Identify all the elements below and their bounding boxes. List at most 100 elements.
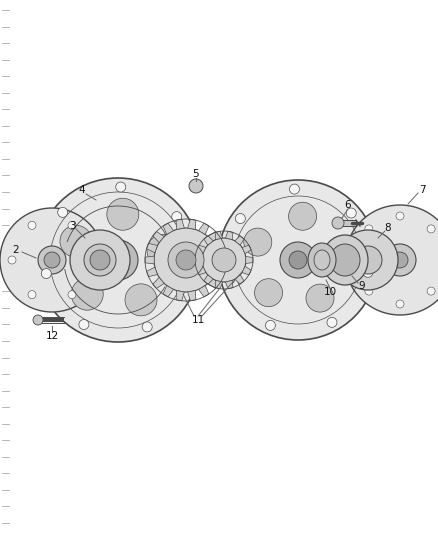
- Circle shape: [142, 322, 152, 332]
- Polygon shape: [207, 231, 219, 243]
- Circle shape: [218, 180, 377, 340]
- Circle shape: [79, 320, 88, 329]
- Text: 12: 12: [45, 331, 59, 341]
- Polygon shape: [198, 286, 208, 297]
- Circle shape: [288, 202, 316, 230]
- Circle shape: [353, 246, 381, 274]
- Circle shape: [426, 287, 434, 295]
- Circle shape: [171, 212, 181, 222]
- Circle shape: [288, 251, 306, 269]
- Circle shape: [235, 214, 245, 223]
- Polygon shape: [204, 236, 213, 245]
- Circle shape: [265, 320, 275, 330]
- Polygon shape: [152, 231, 164, 243]
- Circle shape: [60, 225, 92, 257]
- Circle shape: [154, 228, 218, 292]
- Circle shape: [362, 268, 372, 277]
- Circle shape: [168, 242, 204, 278]
- Circle shape: [212, 248, 236, 272]
- Circle shape: [125, 284, 157, 316]
- Polygon shape: [146, 267, 157, 277]
- Circle shape: [28, 221, 36, 229]
- Circle shape: [395, 300, 403, 308]
- Circle shape: [106, 198, 138, 230]
- Circle shape: [44, 252, 60, 268]
- Circle shape: [90, 250, 110, 270]
- Circle shape: [38, 246, 66, 274]
- Polygon shape: [162, 286, 173, 297]
- Circle shape: [326, 317, 336, 327]
- Polygon shape: [187, 290, 195, 301]
- Circle shape: [201, 238, 245, 282]
- Circle shape: [41, 269, 51, 279]
- Circle shape: [28, 290, 36, 298]
- Circle shape: [68, 290, 76, 298]
- Circle shape: [88, 256, 96, 264]
- Circle shape: [331, 217, 343, 229]
- Polygon shape: [214, 267, 225, 277]
- Circle shape: [254, 279, 282, 306]
- Polygon shape: [225, 231, 233, 239]
- Text: 7: 7: [418, 185, 424, 195]
- Polygon shape: [146, 244, 157, 253]
- Polygon shape: [176, 290, 184, 301]
- Polygon shape: [196, 266, 205, 275]
- Bar: [333, 220, 355, 226]
- Text: 3: 3: [68, 221, 75, 231]
- Ellipse shape: [329, 244, 359, 276]
- Circle shape: [8, 256, 16, 264]
- Polygon shape: [241, 245, 251, 254]
- Text: 8: 8: [384, 223, 390, 233]
- Circle shape: [364, 287, 372, 295]
- Circle shape: [383, 244, 415, 276]
- Circle shape: [243, 228, 271, 256]
- Polygon shape: [234, 275, 244, 284]
- Circle shape: [147, 235, 179, 266]
- Text: 9: 9: [358, 281, 364, 291]
- Circle shape: [189, 179, 202, 193]
- Circle shape: [57, 207, 67, 217]
- Text: 5: 5: [192, 169, 199, 179]
- Text: 11: 11: [191, 315, 204, 325]
- Polygon shape: [225, 280, 233, 289]
- Ellipse shape: [321, 235, 367, 285]
- Text: 10: 10: [323, 287, 336, 297]
- Polygon shape: [215, 231, 222, 239]
- Polygon shape: [176, 219, 184, 229]
- Text: 4: 4: [78, 185, 85, 195]
- Polygon shape: [198, 223, 208, 235]
- Circle shape: [395, 212, 403, 220]
- Polygon shape: [215, 280, 222, 289]
- Circle shape: [33, 315, 43, 325]
- Circle shape: [346, 208, 355, 218]
- Text: 2: 2: [13, 245, 19, 255]
- Circle shape: [326, 237, 354, 265]
- Polygon shape: [204, 275, 213, 284]
- Ellipse shape: [307, 243, 335, 277]
- Circle shape: [108, 250, 128, 270]
- Polygon shape: [241, 266, 251, 275]
- Circle shape: [279, 242, 315, 278]
- Polygon shape: [196, 245, 205, 254]
- Circle shape: [84, 244, 116, 276]
- Polygon shape: [152, 278, 164, 288]
- Circle shape: [98, 240, 138, 280]
- Circle shape: [364, 225, 372, 233]
- Polygon shape: [145, 256, 154, 264]
- Circle shape: [68, 221, 76, 229]
- Circle shape: [351, 256, 359, 264]
- Circle shape: [70, 230, 130, 290]
- Ellipse shape: [313, 250, 329, 270]
- Circle shape: [183, 274, 193, 284]
- Circle shape: [224, 274, 234, 284]
- Circle shape: [176, 250, 195, 270]
- Polygon shape: [194, 256, 202, 263]
- Circle shape: [116, 182, 125, 192]
- Circle shape: [305, 284, 333, 312]
- Circle shape: [344, 205, 438, 315]
- Polygon shape: [217, 256, 226, 264]
- Circle shape: [71, 278, 103, 310]
- Circle shape: [391, 252, 407, 268]
- Circle shape: [289, 184, 299, 194]
- Polygon shape: [162, 223, 173, 235]
